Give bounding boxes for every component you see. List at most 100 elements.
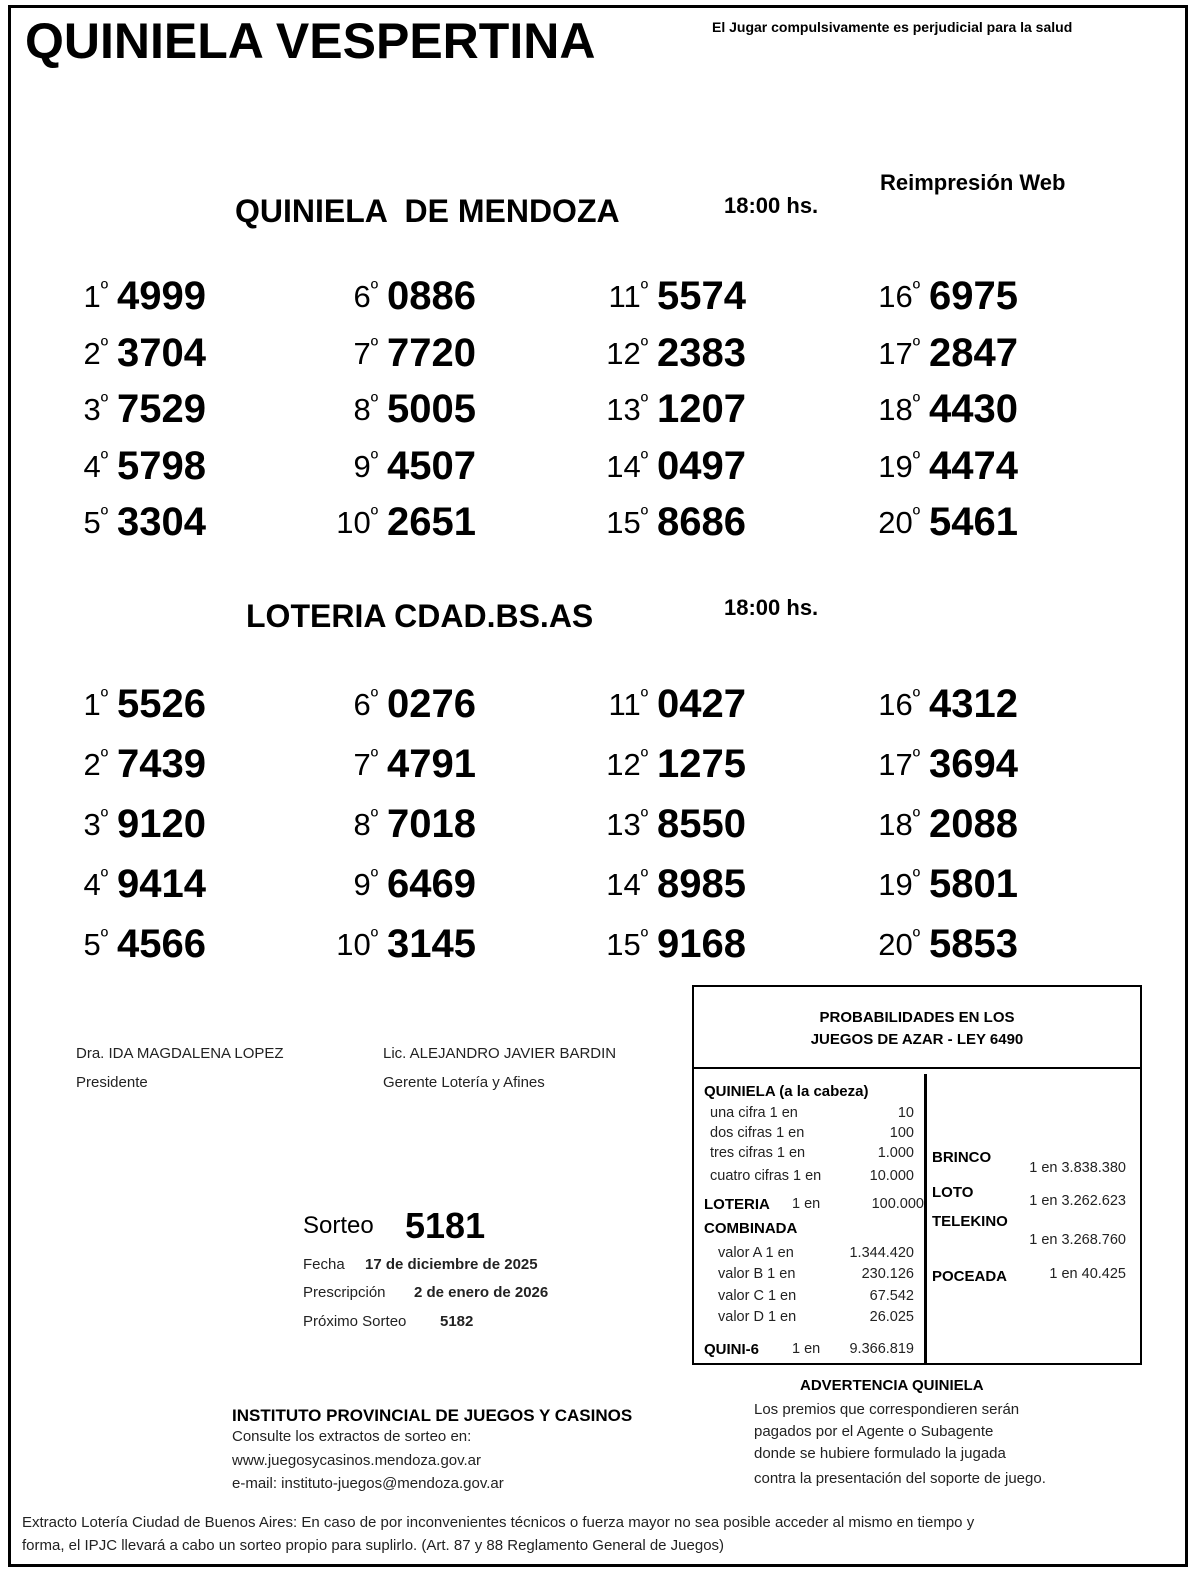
position-number: 5 [83,505,101,540]
ordinal-mark: º [100,686,108,708]
poceada-value: 1 en 40.425 [1049,1266,1126,1282]
position-number: 13 [606,392,641,427]
result-number: 8686 [657,500,746,544]
fecha-label: Fecha [303,1256,345,1273]
result-number: 4999 [117,274,206,318]
position-number: 7 [353,747,371,782]
result-position: 20º [860,504,920,541]
probabilities-subtitle: JUEGOS DE AZAR - LEY 6490 [810,1031,1024,1048]
position-number: 12 [606,335,641,371]
ordinal-mark: º [640,504,648,526]
position-number: 8 [353,807,371,842]
result-position: 7º [318,335,378,372]
position-number: 8 [353,392,371,427]
mendoza-title: QUINIELA DE MENDOZA [235,193,620,229]
result-position: 18º [860,806,920,843]
reprint-label: Reimpresión Web [880,170,1066,195]
prob-value: 26.025 [869,1309,914,1325]
ordinal-mark: º [912,334,920,357]
probabilities-header: PROBABILIDADES EN LOS JUEGOS DE AZAR - L… [694,987,1140,1069]
position-number: 14 [606,448,641,484]
prob-value: 230.126 [861,1266,914,1282]
result-number: 7720 [387,330,476,375]
position-number: 6 [353,279,371,314]
prescripcion-value: 2 de enero de 2026 [414,1284,549,1301]
brinco-value: 1 en 3.838.380 [1029,1160,1126,1176]
result-position: 15º [588,926,648,963]
result-number: 0886 [387,274,476,318]
result-position: 10º [318,926,378,963]
ordinal-mark: º [912,278,920,300]
result-number: 4507 [387,443,476,488]
ordinal-mark: º [912,391,920,413]
ordinal-mark: º [640,926,648,948]
sorteo-label: Sorteo [303,1212,374,1239]
ordinal-mark: º [100,806,108,828]
prob-value: 10.000 [869,1168,914,1184]
result-number: 6469 [387,862,476,906]
probabilities-title: PROBABILIDADES EN LOS [819,1009,1015,1026]
result-number: 4312 [929,682,1018,726]
ordinal-mark: º [640,447,648,470]
ordinal-mark: º [640,806,648,828]
position-number: 10 [336,505,371,540]
result-position: 3º [48,391,108,428]
position-number: 1 [83,279,101,314]
advertencia-title: ADVERTENCIA QUINIELA [800,1377,984,1394]
result-number: 3145 [387,922,476,966]
ordinal-mark: º [912,926,920,948]
result-number: 5005 [387,387,476,431]
ordinal-mark: º [100,278,108,300]
health-warning: El Jugar compulsivamente es perjudicial … [712,19,1073,35]
result-number: 7529 [117,387,206,431]
position-number: 18 [878,807,913,842]
position-number: 4 [83,867,101,902]
result-number: 0497 [657,443,746,488]
result-number: 4474 [929,443,1018,488]
website-link[interactable]: www.juegosycasinos.mendoza.gov.ar [232,1452,482,1469]
result-position: 9º [318,866,378,903]
ordinal-mark: º [370,686,378,708]
result-position: 14º [588,866,648,903]
telekino-value: 1 en 3.268.760 [1029,1232,1126,1248]
result-position: 8º [318,391,378,428]
result-position: 15º [588,504,648,541]
ordinal-mark: º [100,504,108,526]
result-number: 4791 [387,742,476,786]
position-number: 2 [83,335,101,371]
column-divider [924,1074,927,1363]
ordinal-mark: º [100,447,108,470]
position-number: 13 [606,807,641,842]
ordinal-mark: º [370,866,378,888]
institute-name: INSTITUTO PROVINCIAL DE JUEGOS Y CASINOS [232,1406,633,1425]
ordinal-mark: º [370,806,378,828]
result-position: 16º [860,686,920,723]
consult-text: Consulte los extractos de sorteo en: [232,1428,472,1445]
result-position: 5º [48,926,108,963]
loteria-en: 1 en [792,1196,821,1212]
ordinal-mark: º [640,746,648,768]
ordinal-mark: º [912,746,920,768]
mendoza-time: 18:00 hs. [724,193,819,218]
signature-name: Dra. IDA MAGDALENA LOPEZ [76,1045,284,1062]
result-number: 2651 [387,500,476,544]
result-number: 6975 [929,274,1018,318]
ordinal-mark: º [100,391,108,413]
position-number: 20 [878,505,913,540]
ordinal-mark: º [370,278,378,300]
result-number: 3694 [929,742,1018,786]
result-position: 4º [48,866,108,903]
result-number: 3704 [117,330,206,375]
result-number: 3304 [117,500,206,544]
result-number: 2088 [929,802,1018,846]
result-position: 2º [48,746,108,783]
email-link[interactable]: e-mail: instituto-juegos@mendoza.gov.ar [232,1475,504,1492]
position-number: 19 [878,448,913,484]
result-number: 9414 [117,862,206,906]
result-position: 14º [588,448,648,485]
result-position: 10º [318,504,378,541]
prob-label: valor B 1 en [718,1266,796,1282]
position-number: 4 [83,448,101,484]
result-number: 7439 [117,742,206,786]
result-number: 4566 [117,922,206,966]
